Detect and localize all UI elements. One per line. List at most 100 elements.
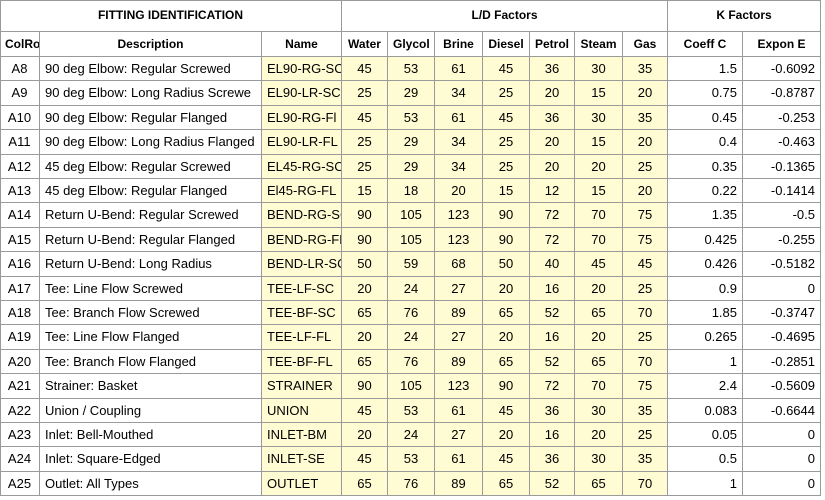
- row-id: A9: [0, 81, 40, 106]
- value-cell: 65: [575, 350, 623, 374]
- value-cell: 75: [623, 203, 668, 228]
- description: Tee: Branch Flow Flanged: [40, 350, 262, 374]
- value-cell: 16: [530, 423, 575, 447]
- value-cell: 123: [435, 374, 483, 399]
- value-cell: 35: [623, 447, 668, 472]
- value-cell: 40: [530, 252, 575, 277]
- value-cell: 75: [623, 374, 668, 399]
- value-cell: 36: [530, 106, 575, 130]
- value-cell: -0.5182: [743, 252, 821, 277]
- row-id: A17: [0, 277, 40, 301]
- value-cell: 30: [575, 106, 623, 130]
- value-cell: 90: [483, 374, 530, 399]
- value-cell: 70: [575, 228, 623, 252]
- value-cell: 45: [483, 106, 530, 130]
- value-cell: 25: [483, 81, 530, 106]
- value-cell: -0.255: [743, 228, 821, 252]
- value-cell: 27: [435, 277, 483, 301]
- value-cell: 53: [388, 106, 435, 130]
- value-cell: 20: [575, 423, 623, 447]
- value-cell: 15: [575, 81, 623, 106]
- value-cell: 29: [388, 81, 435, 106]
- group-header: L/D Factors: [342, 0, 668, 32]
- description: Return U-Bend: Long Radius: [40, 252, 262, 277]
- row-id: A13: [0, 179, 40, 203]
- value-cell: -0.3747: [743, 301, 821, 325]
- value-cell: -0.4695: [743, 325, 821, 350]
- value-cell: 36: [530, 399, 575, 423]
- description: 90 deg Elbow: Regular Screwed: [40, 57, 262, 81]
- value-cell: 45: [342, 447, 388, 472]
- fitting-name: UNION: [262, 399, 342, 423]
- value-cell: 65: [575, 472, 623, 496]
- fitting-name: EL90-RG-SC: [262, 57, 342, 81]
- description: Union / Coupling: [40, 399, 262, 423]
- fitting-name: El45-RG-FL: [262, 179, 342, 203]
- value-cell: 76: [388, 301, 435, 325]
- description: Inlet: Square-Edged: [40, 447, 262, 472]
- value-cell: 34: [435, 81, 483, 106]
- value-cell: 20: [342, 325, 388, 350]
- value-cell: 29: [388, 130, 435, 155]
- row-id: A14: [0, 203, 40, 228]
- row-id: A12: [0, 155, 40, 179]
- value-cell: 70: [575, 374, 623, 399]
- value-cell: 65: [575, 301, 623, 325]
- value-cell: 52: [530, 472, 575, 496]
- value-cell: 70: [575, 203, 623, 228]
- value-cell: 61: [435, 57, 483, 81]
- fitting-name: EL45-RG-SC: [262, 155, 342, 179]
- value-cell: 20: [623, 130, 668, 155]
- row-id: A20: [0, 350, 40, 374]
- value-cell: 25: [342, 81, 388, 106]
- description: Outlet: All Types: [40, 472, 262, 496]
- value-cell: 0: [743, 423, 821, 447]
- row-id: A10: [0, 106, 40, 130]
- column-header: Water: [342, 32, 388, 57]
- value-cell: 25: [623, 423, 668, 447]
- value-cell: 20: [530, 130, 575, 155]
- value-cell: 20: [435, 179, 483, 203]
- value-cell: 45: [575, 252, 623, 277]
- value-cell: 24: [388, 325, 435, 350]
- value-cell: -0.463: [743, 130, 821, 155]
- value-cell: 15: [342, 179, 388, 203]
- value-cell: 45: [342, 57, 388, 81]
- value-cell: 65: [342, 472, 388, 496]
- row-id: A23: [0, 423, 40, 447]
- value-cell: 25: [342, 130, 388, 155]
- value-cell: -0.8787: [743, 81, 821, 106]
- value-cell: 20: [530, 155, 575, 179]
- value-cell: 0.22: [668, 179, 743, 203]
- value-cell: 20: [575, 325, 623, 350]
- value-cell: 15: [575, 179, 623, 203]
- fitting-name: BEND-RG-SC: [262, 203, 342, 228]
- column-header: Name: [262, 32, 342, 57]
- value-cell: 30: [575, 447, 623, 472]
- column-header: ColRo: [0, 32, 40, 57]
- value-cell: 90: [483, 203, 530, 228]
- row-id: A16: [0, 252, 40, 277]
- value-cell: 20: [342, 423, 388, 447]
- row-id: A19: [0, 325, 40, 350]
- value-cell: 75: [623, 228, 668, 252]
- value-cell: 68: [435, 252, 483, 277]
- value-cell: 50: [342, 252, 388, 277]
- value-cell: 0: [743, 277, 821, 301]
- row-id: A15: [0, 228, 40, 252]
- value-cell: 90: [342, 374, 388, 399]
- fitting-name: EL90-LR-FL: [262, 130, 342, 155]
- value-cell: 36: [530, 447, 575, 472]
- value-cell: 123: [435, 203, 483, 228]
- value-cell: 27: [435, 423, 483, 447]
- description: 45 deg Elbow: Regular Flanged: [40, 179, 262, 203]
- value-cell: 105: [388, 228, 435, 252]
- value-cell: 15: [575, 130, 623, 155]
- value-cell: 65: [483, 301, 530, 325]
- value-cell: 90: [342, 228, 388, 252]
- value-cell: -0.6092: [743, 57, 821, 81]
- value-cell: 35: [623, 399, 668, 423]
- value-cell: 24: [388, 423, 435, 447]
- column-header: Petrol: [530, 32, 575, 57]
- value-cell: 65: [342, 350, 388, 374]
